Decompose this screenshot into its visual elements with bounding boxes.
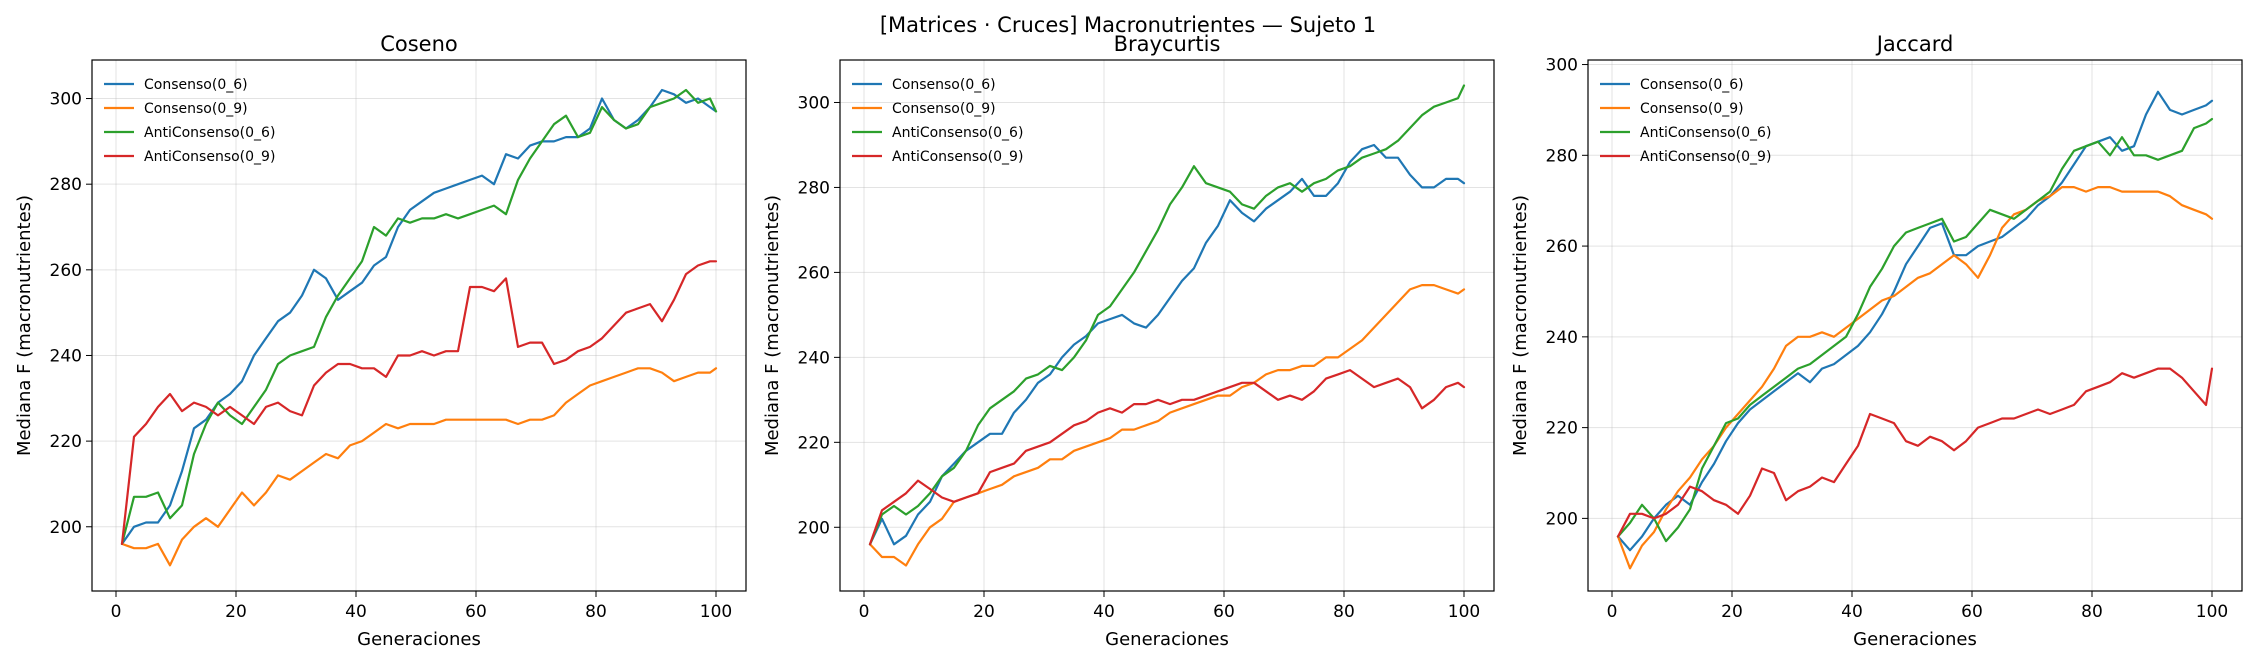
subplot-2: 0 20 40 60 80 100 200 220 240 260 280 300 Braycurtis… bbox=[762, 32, 1495, 650]
legend-label: AntiConsenso(0_9) bbox=[892, 149, 1023, 165]
legend-label: Consenso(0_6) bbox=[144, 77, 248, 93]
legend-label: AntiConsenso(0_9) bbox=[144, 149, 275, 165]
legend-label: AntiConsenso(0_9) bbox=[1640, 149, 1771, 165]
y-tick-label: 260 bbox=[798, 263, 830, 283]
y-tick-label: 220 bbox=[798, 433, 830, 453]
series-line-anticonsenso-0-9- bbox=[868, 369, 1466, 546]
series-line-anticonsenso-0-6- bbox=[868, 84, 1466, 546]
y-axis-label: Mediana F (macronutrientes) bbox=[1510, 195, 1531, 456]
series-line-anticonsenso-0-6- bbox=[1616, 117, 2214, 543]
x-tick-label: 100 bbox=[2196, 602, 2228, 622]
y-tick-label: 220 bbox=[50, 432, 82, 452]
series-line-anticonsenso-0-9- bbox=[1616, 367, 2214, 538]
x-axis-label: Generaciones bbox=[1853, 629, 1977, 650]
plot-frame bbox=[1587, 59, 2243, 592]
y-tick-label: 200 bbox=[50, 518, 82, 538]
legend-label: Consenso(0_9) bbox=[1640, 101, 1744, 117]
subplot-title: Braycurtis bbox=[1114, 32, 1221, 56]
y-tick-label: 280 bbox=[50, 175, 82, 195]
x-tick-label: 20 bbox=[973, 602, 995, 622]
legend-label: Consenso(0_9) bbox=[144, 101, 248, 117]
legend-label: Consenso(0_6) bbox=[1640, 77, 1744, 93]
x-tick-label: 20 bbox=[1721, 602, 1743, 622]
subplot-1: 0 20 40 60 80 100 200 220 240 260 280 300 Coseno Gene… bbox=[14, 32, 747, 650]
y-tick-label: 280 bbox=[798, 178, 830, 198]
y-tick-label: 260 bbox=[1546, 237, 1578, 257]
subplot-3: 0 20 40 60 80 100 200 220 240 260 280 300 Jaccard Gen… bbox=[1510, 32, 2243, 650]
series-line-consenso-0-9- bbox=[868, 284, 1466, 567]
y-tick-label: 240 bbox=[50, 346, 82, 366]
legend-label: AntiConsenso(0_6) bbox=[1640, 125, 1771, 141]
x-tick-label: 60 bbox=[1213, 602, 1235, 622]
y-tick-label: 300 bbox=[1546, 56, 1578, 76]
x-tick-label: 40 bbox=[1093, 602, 1115, 622]
legend: Consenso(0_6) Consenso(0_9) AntiConsenso(0… bbox=[852, 77, 1023, 165]
x-tick-label: 20 bbox=[225, 602, 247, 622]
x-tick-label: 100 bbox=[700, 602, 732, 622]
x-tick-label: 40 bbox=[1841, 602, 1863, 622]
y-axis-label: Mediana F (macronutrientes) bbox=[762, 195, 783, 456]
x-tick-label: 80 bbox=[2081, 602, 2103, 622]
legend-label: AntiConsenso(0_6) bbox=[892, 125, 1023, 141]
figure-suptitle: [Matrices · Cruces] Macronutrientes — Su… bbox=[880, 13, 1376, 37]
plot-frame bbox=[839, 59, 1495, 592]
x-tick-label: 40 bbox=[345, 602, 367, 622]
y-tick-label: 260 bbox=[50, 261, 82, 281]
subplot-title: Jaccard bbox=[1875, 32, 1954, 56]
x-tick-label: 80 bbox=[585, 602, 607, 622]
legend-label: Consenso(0_6) bbox=[892, 77, 996, 93]
y-tick-label: 300 bbox=[798, 93, 830, 113]
x-axis-label: Generaciones bbox=[1105, 629, 1229, 650]
subplot-panels: 0 20 40 60 80 100200220240260280300CosenoGene… bbox=[14, 32, 2243, 650]
series-line-consenso-0-6- bbox=[1616, 90, 2214, 552]
series-line-anticonsenso-0-6- bbox=[120, 88, 718, 546]
y-tick-label: 280 bbox=[1546, 146, 1578, 166]
x-axis-label: Generaciones bbox=[357, 629, 481, 650]
x-tick-label: 80 bbox=[1333, 602, 1355, 622]
legend-label: AntiConsenso(0_6) bbox=[144, 125, 275, 141]
x-tick-label: 60 bbox=[465, 602, 487, 622]
plot-frame bbox=[91, 59, 747, 592]
series-line-anticonsenso-0-9- bbox=[120, 260, 718, 546]
subplot-title: Coseno bbox=[380, 32, 458, 56]
legend-label: Consenso(0_9) bbox=[892, 101, 996, 117]
x-tick-label: 60 bbox=[1961, 602, 1983, 622]
legend: Consenso(0_6) Consenso(0_9) AntiConsenso(0… bbox=[104, 77, 275, 165]
x-tick-label: 0 bbox=[111, 602, 122, 622]
y-tick-label: 200 bbox=[798, 518, 830, 538]
y-tick-label: 240 bbox=[1546, 328, 1578, 348]
x-tick-label: 100 bbox=[1448, 602, 1480, 622]
y-tick-label: 200 bbox=[1546, 509, 1578, 529]
series-line-consenso-0-9- bbox=[120, 367, 718, 567]
y-tick-label: 220 bbox=[1546, 419, 1578, 439]
series-line-consenso-0-9- bbox=[1616, 186, 2214, 570]
y-tick-label: 240 bbox=[798, 348, 830, 368]
y-axis-label: Mediana F (macronutrientes) bbox=[14, 195, 35, 456]
x-tick-label: 0 bbox=[1607, 602, 1618, 622]
series-line-consenso-0-6- bbox=[868, 143, 1466, 546]
y-tick-label: 300 bbox=[50, 90, 82, 110]
x-tick-label: 0 bbox=[859, 602, 870, 622]
legend: Consenso(0_6) Consenso(0_9) AntiConsenso(0… bbox=[1600, 77, 1771, 165]
